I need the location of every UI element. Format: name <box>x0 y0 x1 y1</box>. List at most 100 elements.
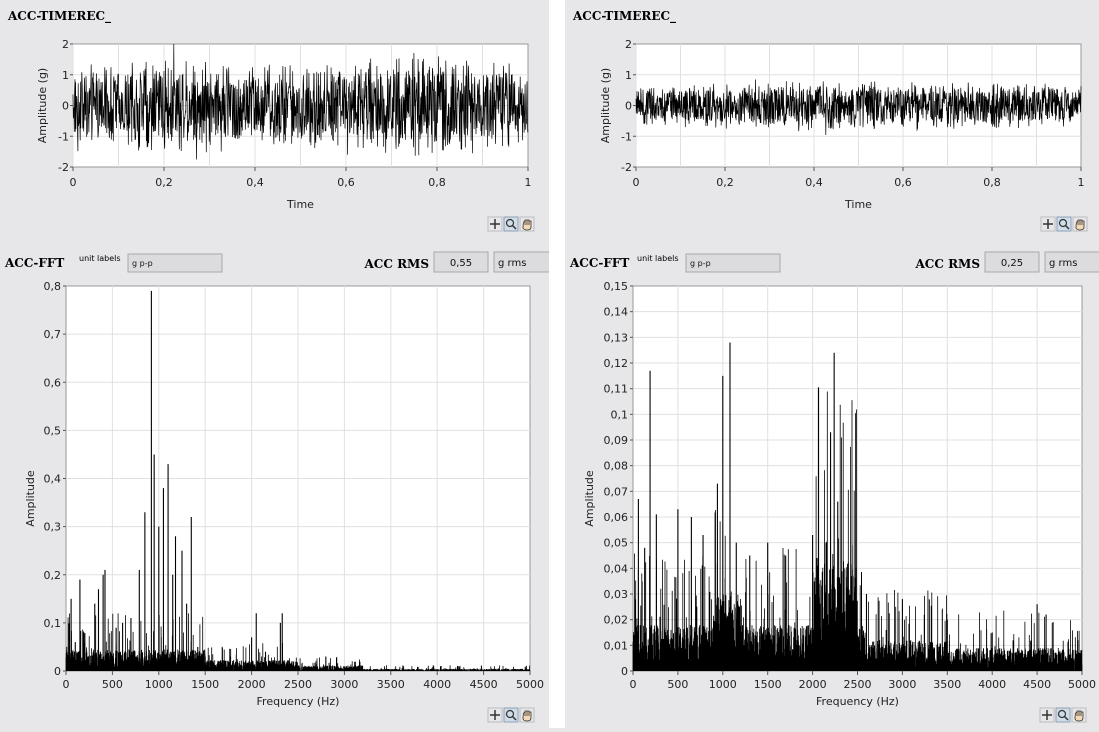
time-xtick-label: 0,4 <box>805 176 823 189</box>
fft-ytick-label: 0,06 <box>604 511 629 524</box>
fft-xtick-label: 3500 <box>377 678 405 691</box>
fft-ylabel: Amplitude <box>24 470 37 527</box>
cursor-tool-icon[interactable] <box>1040 216 1056 232</box>
time-ytick-label: -2 <box>58 161 69 174</box>
fft-ytick-label: 0 <box>54 665 61 678</box>
fft-xtick-label: 2500 <box>284 678 312 691</box>
fft-xtick-label: 1000 <box>709 678 737 691</box>
fft-xtick-label: 4000 <box>978 678 1006 691</box>
fft-ytick-label: 0,15 <box>604 280 629 293</box>
fft-graph-plot[interactable] <box>632 285 1083 672</box>
time-xtick-label: 0,2 <box>155 176 173 189</box>
time-xtick-label: 0,8 <box>428 176 446 189</box>
time-xtick-label: 1 <box>1078 176 1085 189</box>
time-xtick-label: 0 <box>633 176 640 189</box>
fft-ytick-label: 0,7 <box>44 328 62 341</box>
fft-xtick-label: 1500 <box>191 678 219 691</box>
zoom-tool-icon[interactable] <box>503 707 519 723</box>
acc-rms-unit-box: g rms <box>493 251 551 273</box>
fft-ytick-label: 0,05 <box>604 537 629 550</box>
fft-graph-title: ACC-FFT <box>569 256 629 270</box>
time-graph-plot[interactable] <box>72 43 529 168</box>
time-graph-title: ACC-TIMEREC_ <box>7 9 111 24</box>
fft-xtick-label: 4500 <box>470 678 498 691</box>
time-xtick-label: 0,6 <box>337 176 355 189</box>
acc-rms-label: ACC RMS <box>914 257 980 271</box>
time-ytick-label: 1 <box>625 69 632 82</box>
fft-ytick-label: 0,13 <box>604 331 629 344</box>
fft-noise-floor <box>632 387 1083 671</box>
fft-ytick-label: 0,6 <box>44 376 62 389</box>
acc-rms-value: 0,25 <box>1001 258 1023 269</box>
unit-labels-field[interactable]: g p-p <box>127 253 223 273</box>
fft-noise-floor <box>65 613 531 671</box>
time-graph-palette <box>1040 216 1088 232</box>
fft-ytick-label: 0,11 <box>604 383 629 396</box>
fft-xtick-label: 3000 <box>330 678 358 691</box>
fft-xtick-label: 2000 <box>799 678 827 691</box>
time-ylabel: Amplitude (g) <box>36 68 49 143</box>
time-xtick-label: 0 <box>70 176 77 189</box>
time-ytick-label: 0 <box>625 100 632 113</box>
fft-xtick-label: 5000 <box>1068 678 1096 691</box>
time-ytick-label: -2 <box>621 161 632 174</box>
panel-divider <box>549 0 565 728</box>
cursor-tool-icon[interactable] <box>1039 707 1055 723</box>
fft-ytick-label: 0,07 <box>604 485 629 498</box>
time-xtick-label: 0,2 <box>716 176 734 189</box>
time-ylabel: Amplitude (g) <box>599 68 612 143</box>
fft-ylabel: Amplitude <box>583 470 596 527</box>
time-xlabel: Time <box>286 198 314 211</box>
time-ytick-label: 1 <box>62 69 69 82</box>
fft-ytick-label: 0,2 <box>44 569 62 582</box>
unit-labels-field[interactable]: g p-p <box>685 253 781 273</box>
time-ytick-label: 2 <box>62 38 69 51</box>
fft-ytick-label: 0,1 <box>44 617 62 630</box>
unit-labels-caption: unit labels <box>79 254 121 263</box>
cursor-tool-icon[interactable] <box>487 216 503 232</box>
time-graph-plot[interactable] <box>635 43 1082 168</box>
panel-left: ACC-TIMEREC_ 2 1 0 -1 -2 0 0,2 0,4 0,6 0,8 1 Amplitu… <box>0 0 551 728</box>
fft-ytick-label: 0,1 <box>611 408 629 421</box>
pan-hand-icon[interactable] <box>519 707 535 723</box>
acc-rms-unit: g rms <box>1049 258 1077 269</box>
fft-ytick-label: 0,3 <box>44 521 62 534</box>
fft-ytick-label: 0,09 <box>604 434 629 447</box>
time-ytick-label: 2 <box>625 38 632 51</box>
pan-hand-icon[interactable] <box>1071 707 1087 723</box>
fft-xtick-label: 4000 <box>423 678 451 691</box>
acc-rms-unit: g rms <box>498 258 526 269</box>
acc-rms-value: 0,55 <box>450 258 472 269</box>
fft-ytick-label: 0,03 <box>604 588 629 601</box>
fft-xtick-label: 1500 <box>754 678 782 691</box>
fft-graph-plot[interactable] <box>65 285 531 672</box>
zoom-tool-icon[interactable] <box>1056 216 1072 232</box>
fft-ytick-label: 0,08 <box>604 460 629 473</box>
time-ytick-label: 0 <box>62 100 69 113</box>
panel-right: ACC-TIMEREC_ 2 1 0 -1 -2 0 0,2 0,4 0,6 0,8 1 Amplitu… <box>565 0 1099 728</box>
time-xtick-label: 0,6 <box>894 176 912 189</box>
fft-ytick-label: 0 <box>621 665 628 678</box>
cursor-tool-icon[interactable] <box>487 707 503 723</box>
panel-canvas: ACC-TIMEREC_210-1-20 0,2 0,4 0,6 0,8 1Amplitu… <box>4 9 551 723</box>
fft-graph-palette <box>1039 707 1087 723</box>
fft-graph-title: ACC-FFT <box>4 256 64 270</box>
zoom-tool-icon[interactable] <box>1055 707 1071 723</box>
zoom-tool-icon[interactable] <box>503 216 519 232</box>
fft-ytick-label: 0,04 <box>604 562 629 575</box>
unit-labels-value: g p-p <box>690 259 711 268</box>
fft-xtick-label: 1000 <box>145 678 173 691</box>
fft-xtick-label: 0 <box>63 678 70 691</box>
acc-rms-unit-box: g rms <box>1044 251 1099 273</box>
fft-ytick-label: 0,12 <box>604 357 629 370</box>
time-xtick-label: 0,8 <box>983 176 1001 189</box>
time-ytick-label: -1 <box>621 130 632 143</box>
fft-xlabel: Frequency (Hz) <box>257 695 340 708</box>
time-graph-palette <box>487 216 535 232</box>
fft-xtick-label: 3500 <box>933 678 961 691</box>
fft-ytick-label: 0,4 <box>44 473 62 486</box>
fft-xtick-label: 2000 <box>238 678 266 691</box>
pan-hand-icon[interactable] <box>1072 216 1088 232</box>
fft-ytick-label: 0,14 <box>604 306 629 319</box>
pan-hand-icon[interactable] <box>519 216 535 232</box>
